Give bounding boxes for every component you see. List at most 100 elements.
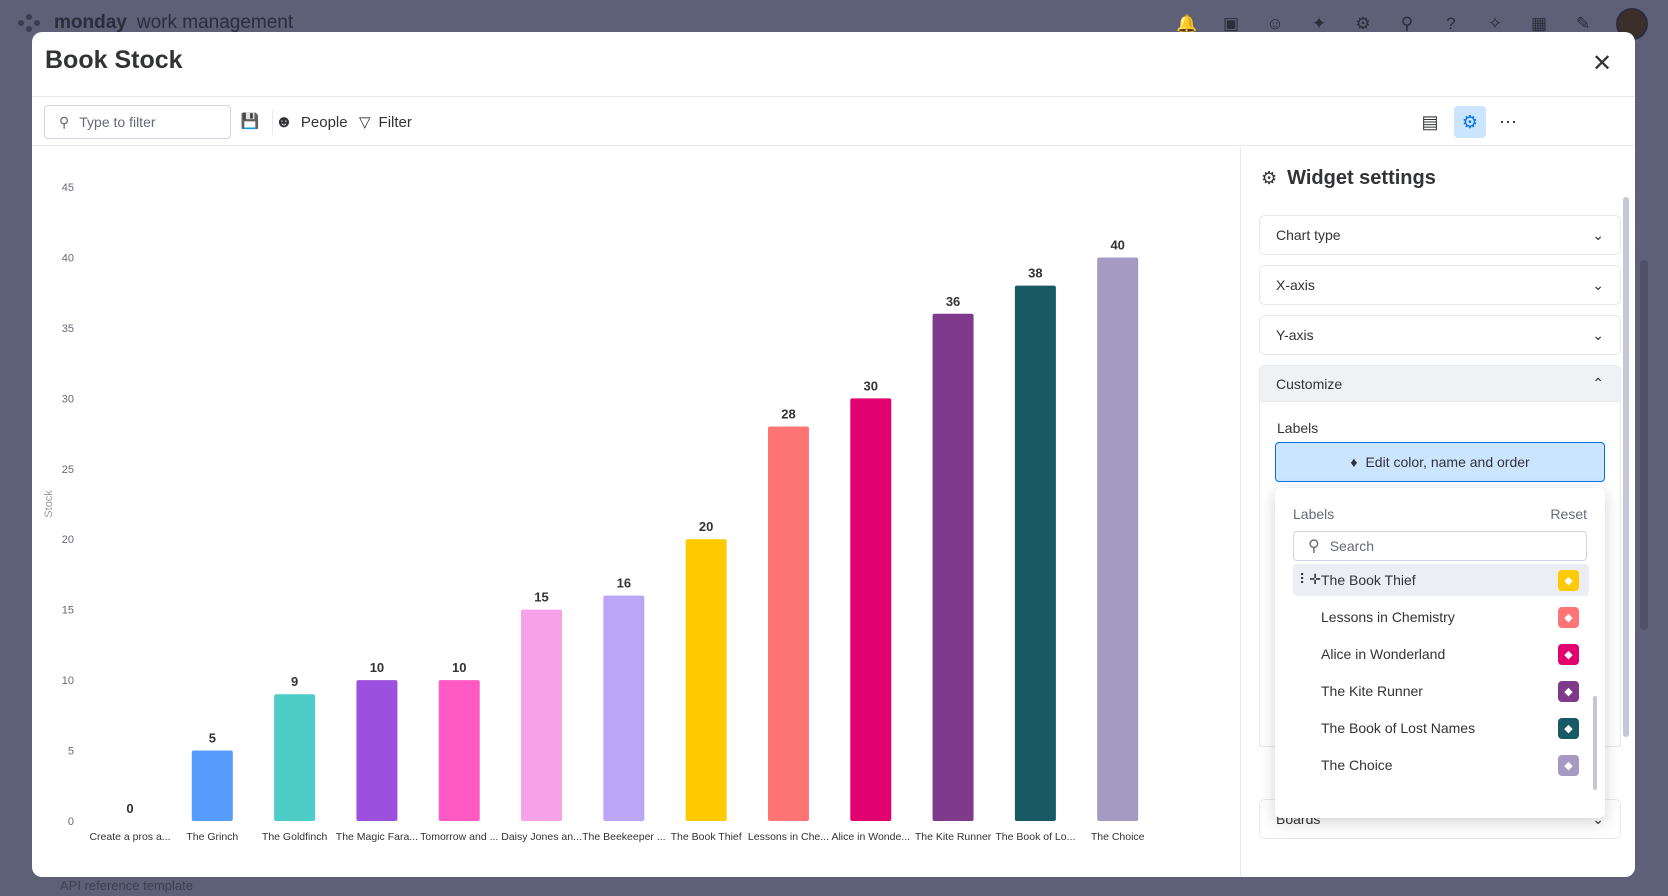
y-axis-section[interactable]: Y-axis ⌄ <box>1259 315 1621 355</box>
bar-value-label: 20 <box>699 519 713 534</box>
label-list-item[interactable]: Alice in Wonderland ◆ <box>1293 638 1589 670</box>
panel-scrollbar[interactable] <box>1623 197 1629 737</box>
chevron-up-icon: ⌃ <box>1592 375 1604 391</box>
help-icon[interactable]: ? <box>1446 14 1456 33</box>
bar-value-label: 10 <box>370 660 384 675</box>
chart-bar[interactable] <box>521 609 563 821</box>
chevron-down-icon: ⌄ <box>1592 326 1604 343</box>
label-list-item[interactable]: The Kite Runner ◆ <box>1293 675 1589 707</box>
x-axis-label: X-axis <box>1276 277 1315 293</box>
bar-value-label: 40 <box>1110 237 1124 252</box>
integrations-icon[interactable]: ⚙ <box>1355 14 1371 33</box>
chart-bar[interactable] <box>274 694 316 821</box>
label-list-item-text: Alice in Wonderland <box>1321 646 1446 662</box>
y-tick-label: 35 <box>62 323 74 335</box>
customize-section[interactable]: Customize ⌃ <box>1259 365 1621 402</box>
color-swatch-icon[interactable]: ◆ <box>1558 681 1579 702</box>
bar-value-label: 30 <box>864 378 878 393</box>
bar-value-label: 36 <box>946 294 960 309</box>
save-view-icon[interactable]: 💾 <box>240 113 260 130</box>
drag-handle-icon[interactable]: ⠇✛ <box>1299 571 1321 587</box>
gear-icon: ⚙ <box>1261 168 1278 188</box>
label-list-item[interactable]: The Book of Lost Names ◆ <box>1293 712 1589 744</box>
popover-scrollbar[interactable] <box>1593 696 1597 790</box>
bar-value-label: 28 <box>781 407 795 422</box>
funnel-icon: ▽ <box>359 114 371 131</box>
inbox-icon[interactable]: ▣ <box>1222 14 1240 33</box>
filter-button[interactable]: ▽ Filter <box>359 107 412 137</box>
x-axis-section[interactable]: X-axis ⌄ <box>1259 265 1621 305</box>
bell-icon[interactable]: 🔔 <box>1176 14 1198 33</box>
modal-title: Book Stock <box>45 46 183 74</box>
chart-type-label: Chart type <box>1276 227 1341 243</box>
close-icon[interactable]: ✕ <box>1591 49 1613 77</box>
y-tick-label: 30 <box>62 393 74 405</box>
sparkle-icon[interactable]: ✧ <box>1487 14 1503 33</box>
label-list-item[interactable]: Lessons in Chemistry ◆ <box>1293 601 1589 633</box>
labels-caption: Labels <box>1277 420 1319 436</box>
bar-value-label: 15 <box>534 590 548 605</box>
bar-value-label: 38 <box>1028 266 1042 281</box>
settings-gear-icon[interactable]: ⚙ <box>1454 106 1486 138</box>
y-tick-label: 0 <box>68 816 74 828</box>
invite-user-icon[interactable]: ☺ <box>1266 14 1284 33</box>
people-filter-button[interactable]: ☻ People <box>275 107 348 137</box>
color-swatch-icon[interactable]: ◆ <box>1558 644 1579 665</box>
x-tick-label: Create a pros a... <box>89 831 170 843</box>
layout-toggle-icon[interactable]: ▤ <box>1421 111 1439 132</box>
chart-type-section[interactable]: Chart type ⌄ <box>1259 215 1621 255</box>
search-icon: ⚲ <box>1308 538 1320 555</box>
bar-value-label: 0 <box>126 801 133 816</box>
label-list-item[interactable]: ⠇✛ The Book Thief ◆ <box>1293 564 1589 596</box>
color-swatch-icon[interactable]: ◆ <box>1558 755 1579 776</box>
filter-input[interactable] <box>79 114 210 130</box>
chart-bar[interactable] <box>767 426 809 821</box>
person-circle-icon: ☻ <box>275 112 293 131</box>
edit-signature-icon[interactable]: ✎ <box>1575 14 1591 33</box>
label-list-item[interactable]: The Choice ◆ <box>1293 749 1589 781</box>
chart-bar[interactable] <box>932 313 974 821</box>
brand-name: monday <box>54 12 127 33</box>
chart-bar[interactable] <box>850 398 892 821</box>
monday-logo-icon <box>18 14 44 32</box>
bar-value-label: 10 <box>452 660 466 675</box>
label-search-box[interactable]: ⚲ <box>1293 531 1587 561</box>
chart-bar[interactable] <box>603 595 645 821</box>
x-tick-label: The Beekeeper ... <box>582 831 665 843</box>
label-list-item-text: The Choice <box>1321 757 1393 773</box>
chart-bar[interactable] <box>191 750 233 821</box>
chart-bar[interactable] <box>685 539 727 821</box>
x-tick-label: Lessons in Che... <box>748 831 829 843</box>
color-swatch-icon[interactable]: ◆ <box>1558 718 1579 739</box>
edit-labels-button[interactable]: ♦ Edit color, name and order <box>1275 442 1605 482</box>
apps-puzzle-icon[interactable]: ✦ <box>1311 14 1327 33</box>
color-swatch-icon[interactable]: ◆ <box>1558 570 1579 591</box>
more-options-icon[interactable]: ⋯ <box>1499 111 1517 132</box>
y-tick-label: 15 <box>62 605 74 617</box>
label-search-input[interactable] <box>1329 538 1550 554</box>
bar-value-label: 5 <box>209 731 216 746</box>
reset-link[interactable]: Reset <box>1550 506 1587 522</box>
app-logo[interactable]: monday work management <box>18 12 293 34</box>
chart-bar[interactable] <box>1097 257 1139 821</box>
app-grid-icon[interactable]: ▦ <box>1530 14 1548 33</box>
search-icon[interactable]: ⚲ <box>1400 14 1414 33</box>
toolbar-divider <box>272 109 273 135</box>
people-label: People <box>300 113 348 131</box>
widget-toolbar: ⚲ 💾 ☻ People ▽ Filter ▤ ⚙ ⋯ <box>32 96 1635 146</box>
x-tick-label: The Book of Lo... <box>995 831 1075 843</box>
chart-bar[interactable] <box>438 680 480 821</box>
chart-bar[interactable] <box>356 680 398 821</box>
edit-labels-text: Edit color, name and order <box>1365 454 1530 470</box>
customize-label: Customize <box>1276 375 1343 392</box>
color-swatch-icon[interactable]: ◆ <box>1558 607 1579 628</box>
x-tick-label: Tomorrow and ... <box>420 831 498 843</box>
filter-label: Filter <box>378 113 412 131</box>
filter-search-box[interactable]: ⚲ <box>44 105 231 139</box>
x-tick-label: The Kite Runner <box>915 831 992 843</box>
label-list-item-text: The Book Thief <box>1321 572 1416 588</box>
labels-popover: Labels Reset ⚲ ⠇✛The Book Thief◆Lessons … <box>1275 488 1605 818</box>
y-axis-label: Y-axis <box>1276 327 1314 343</box>
page-scrollbar[interactable] <box>1640 260 1648 630</box>
chart-bar[interactable] <box>1014 285 1056 822</box>
